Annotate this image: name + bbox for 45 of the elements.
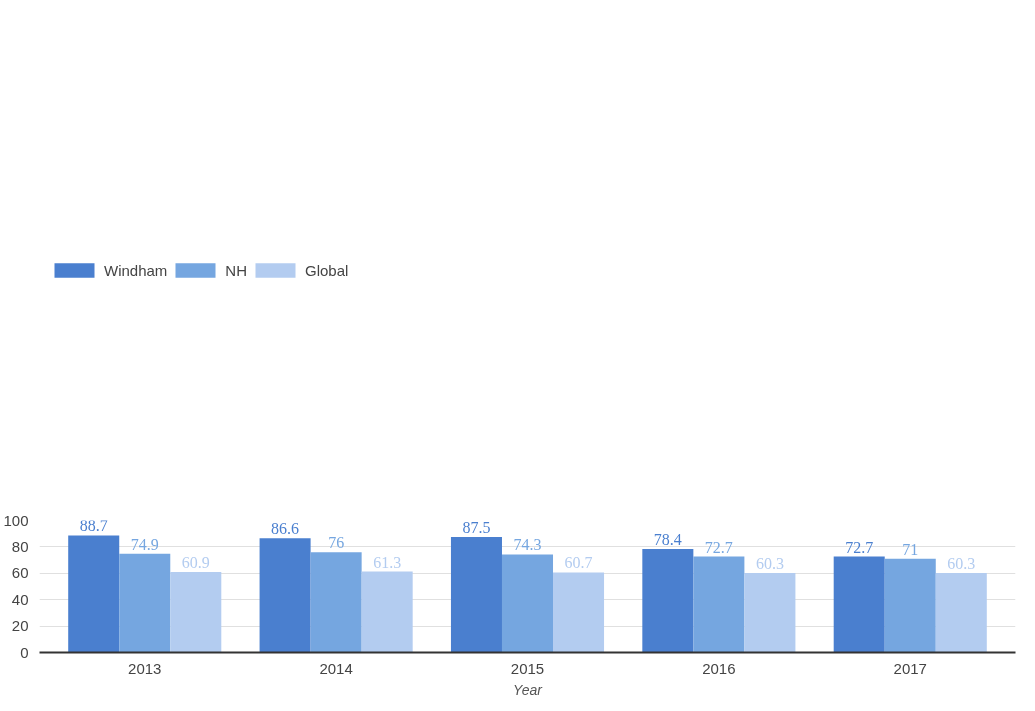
legend-label: Global (305, 261, 349, 279)
data-label: 74.9 (130, 535, 159, 553)
x-tick-label: 2014 (319, 659, 353, 677)
bar (884, 558, 936, 653)
y-tick-label: 100 (3, 511, 29, 529)
data-label: 76 (328, 534, 345, 552)
bar (119, 553, 171, 653)
bar (553, 572, 605, 653)
data-label: 72.7 (704, 538, 733, 556)
x-axis-title: Year (513, 681, 544, 698)
bar (642, 549, 694, 653)
y-tick-label: 60 (11, 564, 29, 582)
bar (450, 537, 502, 653)
y-tick-label: 0 (20, 643, 29, 661)
x-tick-label: 2013 (128, 659, 162, 677)
data-label: 71 (902, 540, 919, 558)
data-label: 60.3 (755, 554, 784, 572)
bar (501, 554, 554, 653)
data-label: 60.3 (947, 554, 976, 572)
data-label: 60.9 (181, 554, 210, 572)
legend-label: NH (225, 261, 248, 279)
data-label: 86.6 (271, 520, 300, 538)
data-label: 74.3 (513, 536, 542, 554)
data-label: 87.5 (462, 519, 491, 536)
data-label: 72.7 (845, 538, 874, 556)
data-label: 60.7 (564, 554, 593, 572)
bar (310, 552, 362, 653)
legend-label: Windham (104, 261, 168, 279)
x-tick-label: 2016 (702, 659, 736, 677)
y-tick-label: 80 (11, 537, 29, 555)
bar (693, 556, 745, 653)
bar (170, 572, 222, 653)
bar (744, 572, 796, 653)
y-tick-label: 40 (11, 590, 29, 608)
x-tick-label: 2015 (510, 659, 545, 677)
data-label: 88.7 (79, 517, 108, 535)
x-tick-label: 2017 (893, 659, 927, 677)
bar (68, 535, 120, 653)
bar (935, 572, 987, 653)
data-label: 78.4 (653, 531, 682, 549)
y-tick-label: 20 (11, 617, 29, 635)
bar (833, 556, 885, 653)
bar (259, 538, 311, 653)
bar (361, 571, 413, 653)
data-label: 61.3 (373, 553, 402, 571)
